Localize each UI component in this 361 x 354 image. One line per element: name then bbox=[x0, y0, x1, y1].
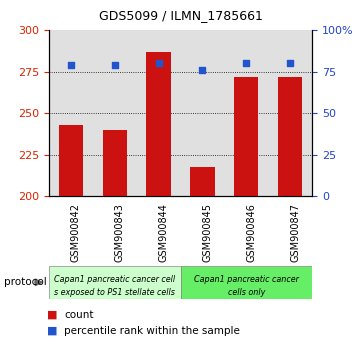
Text: GDS5099 / ILMN_1785661: GDS5099 / ILMN_1785661 bbox=[99, 9, 262, 22]
Text: ■: ■ bbox=[47, 326, 57, 336]
Point bbox=[112, 62, 117, 68]
Point bbox=[243, 61, 249, 66]
Text: GSM900842: GSM900842 bbox=[71, 204, 81, 262]
Text: percentile rank within the sample: percentile rank within the sample bbox=[64, 326, 240, 336]
Point bbox=[156, 61, 161, 66]
Text: Capan1 pancreatic cancer cell: Capan1 pancreatic cancer cell bbox=[54, 275, 175, 284]
Text: ■: ■ bbox=[47, 310, 57, 320]
Point bbox=[287, 61, 293, 66]
Text: count: count bbox=[64, 310, 94, 320]
Text: Capan1 pancreatic cancer: Capan1 pancreatic cancer bbox=[194, 275, 299, 284]
Bar bbox=[58, 125, 83, 196]
Text: GSM900846: GSM900846 bbox=[246, 204, 256, 262]
Bar bbox=[234, 77, 258, 196]
Bar bbox=[49, 266, 180, 299]
Text: protocol: protocol bbox=[4, 277, 46, 287]
Bar bbox=[278, 77, 303, 196]
Bar bbox=[180, 266, 312, 299]
Text: cells only: cells only bbox=[228, 289, 265, 297]
Point bbox=[200, 67, 205, 73]
Text: GSM900844: GSM900844 bbox=[158, 204, 169, 262]
Text: GSM900843: GSM900843 bbox=[115, 204, 125, 262]
Text: GSM900845: GSM900845 bbox=[203, 204, 213, 262]
Bar bbox=[190, 166, 214, 196]
Bar bbox=[147, 52, 171, 196]
Text: s exposed to PS1 stellate cells: s exposed to PS1 stellate cells bbox=[54, 289, 175, 297]
Bar bbox=[103, 130, 127, 196]
Point bbox=[68, 62, 74, 68]
Text: GSM900847: GSM900847 bbox=[290, 204, 300, 262]
